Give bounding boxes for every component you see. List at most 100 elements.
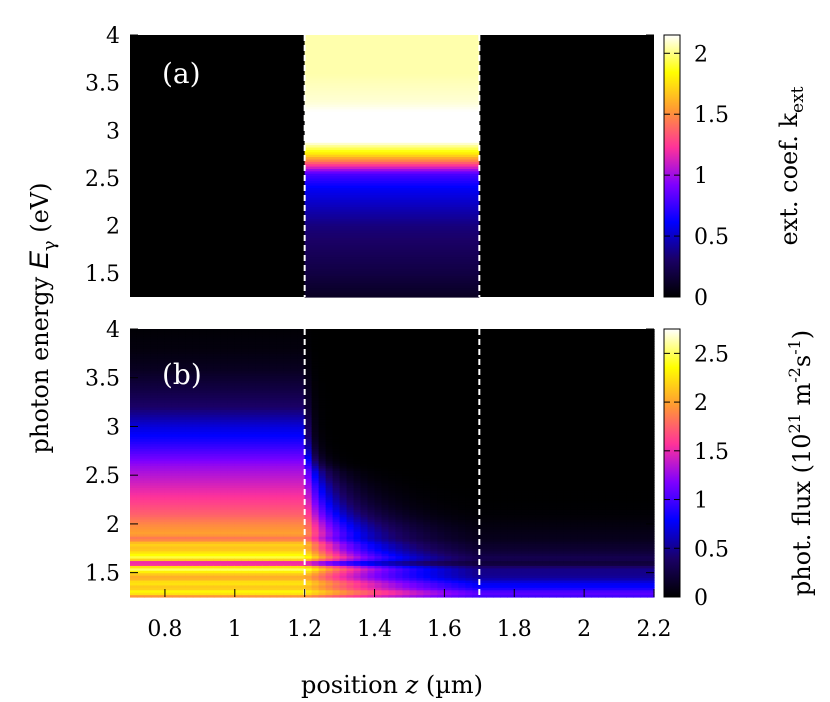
flux-cell — [220, 463, 229, 467]
flux-cell — [388, 404, 397, 408]
flux-cell — [136, 531, 145, 535]
flux-cell — [262, 467, 271, 471]
flux-cell — [283, 528, 292, 532]
flux-cell — [416, 545, 425, 549]
extinction-cell — [304, 268, 480, 272]
flux-cell — [164, 431, 173, 435]
flux-cell — [381, 521, 390, 525]
flux-cell — [227, 443, 236, 447]
flux-cell — [136, 538, 145, 542]
flux-cell — [171, 545, 180, 549]
flux-cell — [199, 516, 208, 520]
flux-cell — [234, 589, 243, 593]
flux-cell — [416, 424, 425, 428]
flux-cell — [199, 567, 208, 571]
flux-cell — [374, 579, 383, 583]
flux-cell — [276, 511, 285, 515]
flux-cell — [255, 436, 264, 440]
flux-cell — [136, 494, 145, 498]
flux-cell — [255, 370, 264, 374]
flux-cell — [346, 402, 355, 406]
flux-cell — [269, 370, 278, 374]
flux-cell — [374, 358, 383, 362]
flux-cell — [255, 453, 264, 457]
flux-cell — [157, 528, 166, 532]
flux-cell — [143, 453, 152, 457]
flux-cell — [269, 441, 278, 445]
flux-cell — [325, 394, 334, 398]
flux-cell — [311, 399, 320, 403]
flux-cell — [430, 594, 439, 598]
flux-cell — [374, 331, 383, 335]
flux-cell — [227, 523, 236, 527]
flux-cell — [234, 565, 243, 569]
flux-cell — [157, 382, 166, 386]
flux-cell — [332, 504, 341, 508]
flux-cell — [248, 402, 257, 406]
flux-cell — [388, 433, 397, 437]
flux-cell — [220, 540, 229, 544]
flux-cell — [360, 519, 369, 523]
flux-cell — [360, 363, 369, 367]
extinction-cell — [304, 242, 480, 246]
flux-cell — [178, 333, 187, 337]
flux-cell — [164, 372, 173, 376]
flux-cell — [416, 360, 425, 364]
flux-cell — [332, 538, 341, 542]
flux-cell — [381, 367, 390, 372]
flux-cell — [402, 594, 411, 598]
flux-cell — [255, 426, 264, 430]
flux-cell — [248, 555, 257, 559]
flux-cell — [130, 399, 138, 403]
flux-cell — [311, 472, 320, 476]
flux-cell — [220, 519, 229, 523]
flux-cell — [150, 589, 159, 593]
flux-cell — [304, 536, 313, 540]
flux-cell — [416, 470, 425, 474]
flux-cell — [192, 497, 201, 501]
flux-cell — [213, 482, 222, 486]
flux-cell — [157, 355, 166, 359]
flux-cell — [262, 341, 271, 345]
flux-cell — [367, 375, 376, 379]
flux-cell — [339, 450, 348, 454]
flux-cell — [143, 555, 152, 559]
flux-cell — [248, 509, 257, 513]
flux-cell — [164, 453, 173, 457]
flux-cell — [150, 543, 159, 547]
flux-cell — [164, 360, 173, 364]
flux-cell — [171, 428, 180, 432]
flux-cell — [185, 575, 194, 579]
flux-cell — [283, 365, 292, 369]
flux-cell — [346, 428, 355, 432]
flux-cell — [185, 329, 194, 333]
flux-cell — [374, 506, 383, 510]
flux-cell — [227, 331, 236, 335]
flux-cell — [164, 341, 173, 345]
flux-cell — [381, 484, 390, 488]
flux-cell — [157, 389, 166, 393]
flux-cell — [262, 402, 271, 406]
flux-cell — [248, 570, 257, 574]
flux-cell — [367, 499, 376, 503]
flux-cell — [332, 350, 341, 354]
flux-cell — [192, 433, 201, 437]
flux-cell — [262, 470, 271, 474]
flux-cell — [199, 501, 208, 506]
flux-cell — [283, 579, 292, 583]
flux-cell — [164, 472, 173, 476]
flux-cell — [248, 543, 257, 547]
flux-cell — [381, 355, 390, 359]
flux-cell — [304, 484, 313, 488]
flux-cell — [367, 550, 376, 554]
flux-cell — [346, 487, 355, 491]
flux-cell — [227, 433, 236, 437]
flux-cell — [360, 382, 369, 386]
flux-cell — [332, 399, 341, 403]
flux-cell — [248, 511, 257, 515]
flux-cell — [416, 404, 425, 408]
flux-cell — [199, 548, 208, 552]
flux-cell — [374, 392, 383, 396]
flux-cell — [143, 343, 152, 347]
flux-cell — [360, 565, 369, 569]
